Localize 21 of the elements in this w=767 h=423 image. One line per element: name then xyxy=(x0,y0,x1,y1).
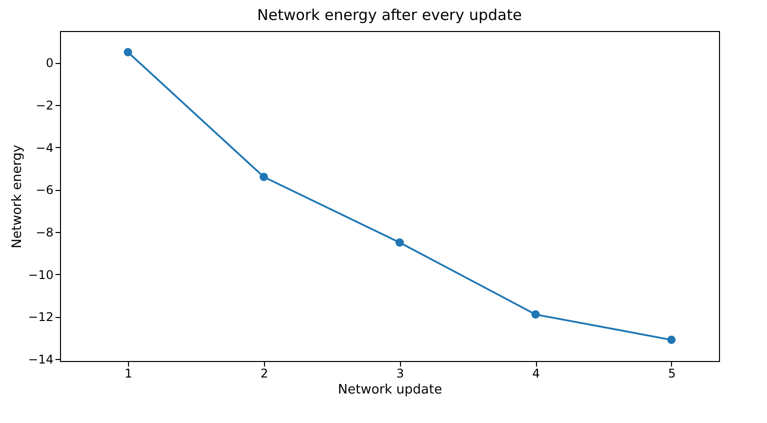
y-axis-title: Network energy xyxy=(10,144,26,248)
y-tick-label: −12 xyxy=(28,310,54,324)
point xyxy=(396,238,404,247)
y-tick-label: −2 xyxy=(36,98,54,113)
y-tick-label: −4 xyxy=(36,140,54,155)
y-tick-label: −6 xyxy=(36,183,54,198)
point xyxy=(260,172,268,182)
chart-title: Network energy after every update xyxy=(257,6,522,24)
y-tick-label: −14 xyxy=(28,352,54,366)
point xyxy=(124,48,132,56)
x-tick-label: 2 xyxy=(260,366,268,380)
y-tick-label: −10 xyxy=(28,268,54,282)
x-tick-label: 1 xyxy=(124,366,132,380)
y-tick-label: 0 xyxy=(46,56,54,70)
x-tick-label: 4 xyxy=(532,366,540,380)
y-tick-label: −8 xyxy=(36,225,54,240)
point xyxy=(531,310,540,319)
point xyxy=(667,336,676,344)
x-tick-label: 3 xyxy=(396,366,404,380)
x-tick-label: 5 xyxy=(668,366,676,380)
x-axis-title: Network update xyxy=(338,382,442,398)
